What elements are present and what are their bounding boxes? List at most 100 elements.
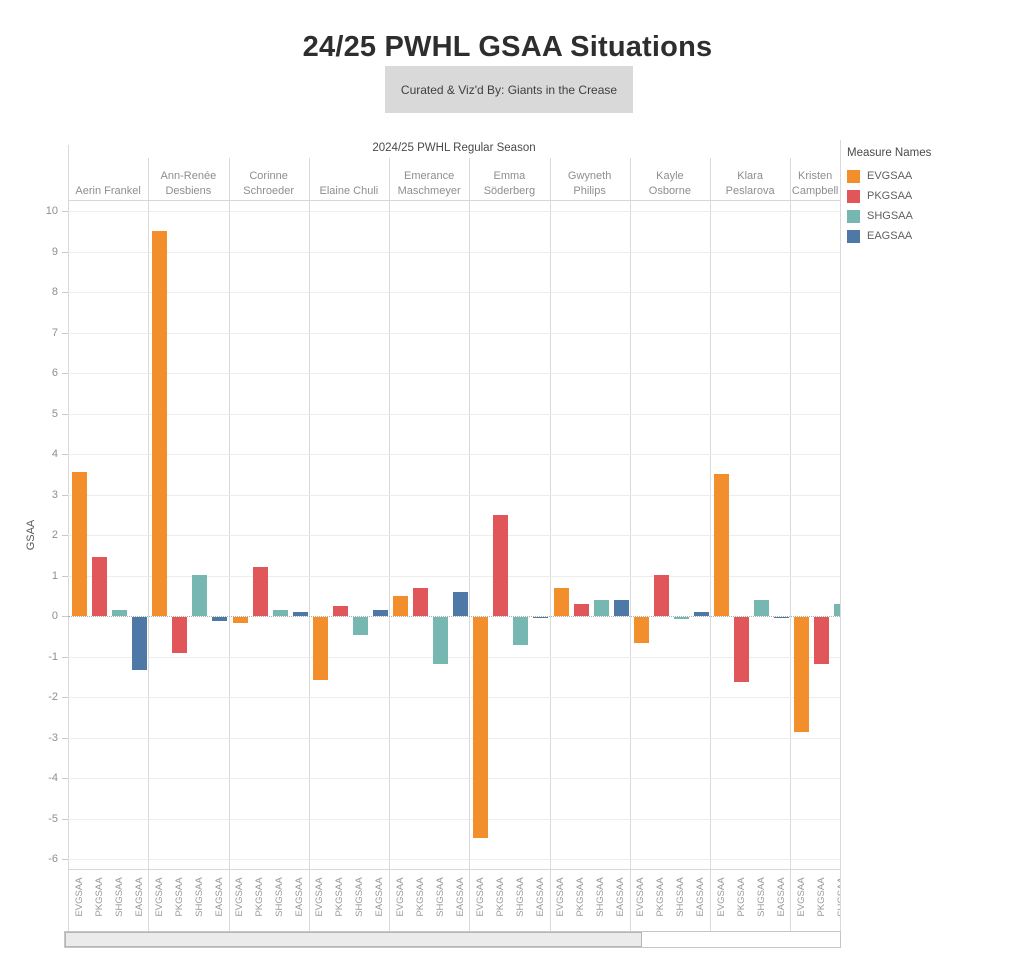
bar-PKGSAA[interactable] bbox=[814, 617, 830, 664]
measure-axis-label: EVGSAA bbox=[555, 877, 566, 917]
h-scrollbar[interactable] bbox=[64, 931, 841, 948]
legend: Measure Names EVGSAA PKGSAA SHGSAA EAGSAA bbox=[847, 147, 1012, 246]
measure-axis-label: PKGSAA bbox=[494, 877, 506, 917]
y-tick-mark bbox=[62, 778, 68, 779]
measure-axis-label: PKGSAA bbox=[254, 877, 265, 917]
y-tick-label: 6 bbox=[51, 367, 58, 379]
legend-items: EVGSAA PKGSAA SHGSAA EAGSAA bbox=[847, 166, 1012, 246]
measure-axis-label: SHGSAA bbox=[595, 877, 606, 917]
bar-EVGSAA[interactable] bbox=[553, 588, 569, 616]
panel-separator bbox=[550, 158, 551, 931]
bar-EVGSAA[interactable] bbox=[72, 472, 87, 616]
goalie-header: Gwyneth Philips bbox=[567, 170, 612, 197]
bar-PKGSAA[interactable] bbox=[413, 588, 428, 616]
panel-separator bbox=[790, 158, 791, 931]
bar-SHGSAA[interactable] bbox=[673, 617, 689, 619]
measure-axis-row: EVGSAA PKGSAA SHGSAA EAGSAA EVGSAA PKGSAA SHGS… bbox=[68, 869, 841, 931]
bar-EVGSAA[interactable] bbox=[312, 617, 328, 680]
bar-EVGSAA[interactable] bbox=[393, 596, 408, 616]
bar-PKGSAA[interactable] bbox=[332, 606, 348, 616]
measure-axis-label: EAGSAA bbox=[615, 877, 626, 917]
measure-axis-label: EAGSAA bbox=[534, 877, 546, 917]
bar-SHGSAA[interactable] bbox=[754, 600, 769, 616]
legend-item-EAGSAA[interactable]: EAGSAA bbox=[847, 226, 1012, 246]
y-tick-label: -3 bbox=[48, 731, 58, 744]
bar-PKGSAA[interactable] bbox=[252, 567, 268, 616]
credit-badge: Curated & Viz'd By: Giants in the Crease bbox=[385, 66, 633, 113]
measure-axis-label: PKGSAA bbox=[173, 877, 185, 917]
gridline bbox=[68, 697, 840, 698]
legend-label: EVGSAA bbox=[867, 170, 913, 182]
bar-PKGSAA[interactable] bbox=[493, 515, 509, 616]
gridline bbox=[68, 778, 840, 779]
bar-EAGSAA[interactable] bbox=[132, 617, 147, 670]
y-tick-label: 5 bbox=[51, 407, 58, 420]
bar-SHGSAA[interactable] bbox=[272, 610, 288, 616]
bar-PKGSAA[interactable] bbox=[172, 617, 188, 653]
bar-PKGSAA[interactable] bbox=[573, 604, 589, 616]
y-tick-mark bbox=[62, 616, 68, 617]
bar-EAGSAA[interactable] bbox=[372, 610, 388, 616]
bar-SHGSAA[interactable] bbox=[593, 600, 609, 616]
bar-EAGSAA[interactable] bbox=[693, 612, 709, 616]
bar-EVGSAA[interactable] bbox=[633, 617, 649, 643]
bar-EVGSAA[interactable] bbox=[152, 231, 168, 616]
bar-EVGSAA[interactable] bbox=[232, 617, 248, 623]
bar-EAGSAA[interactable] bbox=[453, 592, 468, 616]
legend-title: Measure Names bbox=[847, 147, 932, 159]
y-tick-label: -1 bbox=[48, 650, 58, 663]
y-tick-label: 0 bbox=[51, 610, 58, 622]
gridline bbox=[68, 535, 840, 536]
y-tick-mark bbox=[62, 494, 68, 496]
measure-axis-label: PKGSAA bbox=[735, 877, 747, 917]
measure-axis-label: EAGSAA bbox=[294, 877, 305, 917]
panel-separator bbox=[710, 158, 711, 931]
bar-PKGSAA[interactable] bbox=[92, 557, 107, 616]
goalie-header: Kristen Campbell bbox=[791, 170, 839, 197]
bar-EAGSAA[interactable] bbox=[533, 617, 549, 618]
gridline bbox=[68, 656, 840, 658]
bar-PKGSAA[interactable] bbox=[653, 575, 669, 616]
gridline bbox=[68, 737, 840, 739]
measure-axis-label: PKGSAA bbox=[575, 877, 586, 917]
legend-item-PKGSAA[interactable]: PKGSAA bbox=[847, 186, 1012, 206]
bar-SHGSAA[interactable] bbox=[352, 617, 368, 635]
goalie-header: Corinne Schroeder bbox=[243, 170, 294, 197]
measure-axis-label: EAGSAA bbox=[213, 877, 225, 917]
bar-SHGSAA[interactable] bbox=[834, 604, 840, 616]
y-tick-label: 2 bbox=[51, 529, 58, 541]
measure-axis-label: EVGSAA bbox=[795, 877, 807, 917]
y-tick-mark bbox=[62, 292, 68, 293]
bar-SHGSAA[interactable] bbox=[112, 610, 127, 616]
h-scrollbar-thumb[interactable] bbox=[65, 932, 642, 947]
goalie-header-row: Aerin Frankel Ann-Renée Desbiens Corinne S… bbox=[68, 158, 840, 200]
panel-separator bbox=[389, 158, 390, 931]
bar-SHGSAA[interactable] bbox=[433, 617, 448, 664]
y-tick-label: 3 bbox=[51, 488, 58, 501]
bar-EVGSAA[interactable] bbox=[714, 474, 729, 616]
measure-axis-label: EAGSAA bbox=[775, 877, 787, 917]
measure-axis-label: SHGSAA bbox=[113, 877, 125, 917]
bar-EAGSAA[interactable] bbox=[292, 612, 308, 616]
legend-item-SHGSAA[interactable]: SHGSAA bbox=[847, 206, 1012, 226]
y-tick-mark bbox=[62, 373, 68, 374]
measure-axis-label: PKGSAA bbox=[334, 877, 346, 917]
panel-separator bbox=[309, 158, 310, 931]
gridline bbox=[68, 454, 840, 455]
y-tick-label: 9 bbox=[51, 245, 58, 258]
measure-axis-label: EAGSAA bbox=[133, 877, 145, 917]
bar-PKGSAA[interactable] bbox=[734, 617, 749, 682]
bar-EAGSAA[interactable] bbox=[212, 617, 228, 621]
bar-SHGSAA[interactable] bbox=[192, 575, 208, 616]
bar-EVGSAA[interactable] bbox=[794, 617, 810, 732]
bar-EAGSAA[interactable] bbox=[774, 617, 789, 618]
panel-separator bbox=[630, 158, 631, 931]
measure-axis-label: EVGSAA bbox=[234, 877, 245, 917]
legend-item-EVGSAA[interactable]: EVGSAA bbox=[847, 166, 1012, 186]
bar-EAGSAA[interactable] bbox=[613, 600, 629, 616]
bar-EVGSAA[interactable] bbox=[473, 617, 489, 838]
plot-bottom-edge bbox=[68, 869, 840, 870]
measure-axis-label: EAGSAA bbox=[454, 877, 466, 917]
bar-SHGSAA[interactable] bbox=[513, 617, 529, 645]
